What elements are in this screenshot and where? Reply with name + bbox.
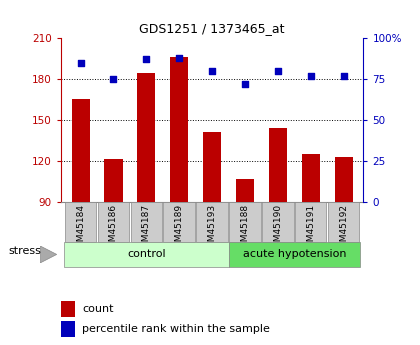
Bar — [61, 301, 74, 317]
Bar — [64, 241, 228, 267]
Point — [209, 68, 215, 73]
Text: acute hypotension: acute hypotension — [242, 249, 346, 259]
Bar — [328, 202, 360, 242]
Text: GSM45193: GSM45193 — [207, 204, 217, 253]
Bar — [203, 132, 221, 202]
Text: GSM45187: GSM45187 — [142, 204, 151, 253]
Bar — [61, 322, 74, 337]
Point — [241, 81, 248, 87]
Bar — [65, 202, 97, 242]
Text: GSM45186: GSM45186 — [109, 204, 118, 253]
Bar — [196, 202, 228, 242]
Bar — [170, 57, 188, 202]
Bar — [262, 202, 294, 242]
Bar — [98, 202, 129, 242]
Point — [143, 57, 150, 62]
Polygon shape — [40, 246, 57, 263]
Bar — [295, 202, 326, 242]
Bar — [163, 202, 195, 242]
Point — [176, 55, 183, 60]
Bar — [137, 73, 155, 202]
Point — [110, 76, 117, 82]
Title: GDS1251 / 1373465_at: GDS1251 / 1373465_at — [139, 22, 285, 36]
Bar — [228, 241, 360, 267]
Text: GSM45192: GSM45192 — [339, 204, 348, 253]
Bar — [105, 159, 123, 202]
Text: GSM45191: GSM45191 — [306, 204, 315, 253]
Bar — [236, 179, 254, 202]
Bar — [71, 99, 89, 202]
Text: GSM45184: GSM45184 — [76, 204, 85, 253]
Bar — [335, 157, 353, 202]
Text: control: control — [127, 249, 165, 259]
Bar — [229, 202, 261, 242]
Point — [307, 73, 314, 78]
Text: stress: stress — [8, 246, 41, 256]
Bar — [302, 154, 320, 202]
Point — [340, 73, 347, 78]
Text: GSM45190: GSM45190 — [273, 204, 282, 253]
Text: count: count — [82, 304, 113, 314]
Point — [275, 68, 281, 73]
Bar — [269, 128, 287, 202]
Point — [77, 60, 84, 65]
Bar — [131, 202, 162, 242]
Text: percentile rank within the sample: percentile rank within the sample — [82, 324, 270, 334]
Text: GSM45188: GSM45188 — [241, 204, 249, 253]
Text: GSM45189: GSM45189 — [175, 204, 184, 253]
